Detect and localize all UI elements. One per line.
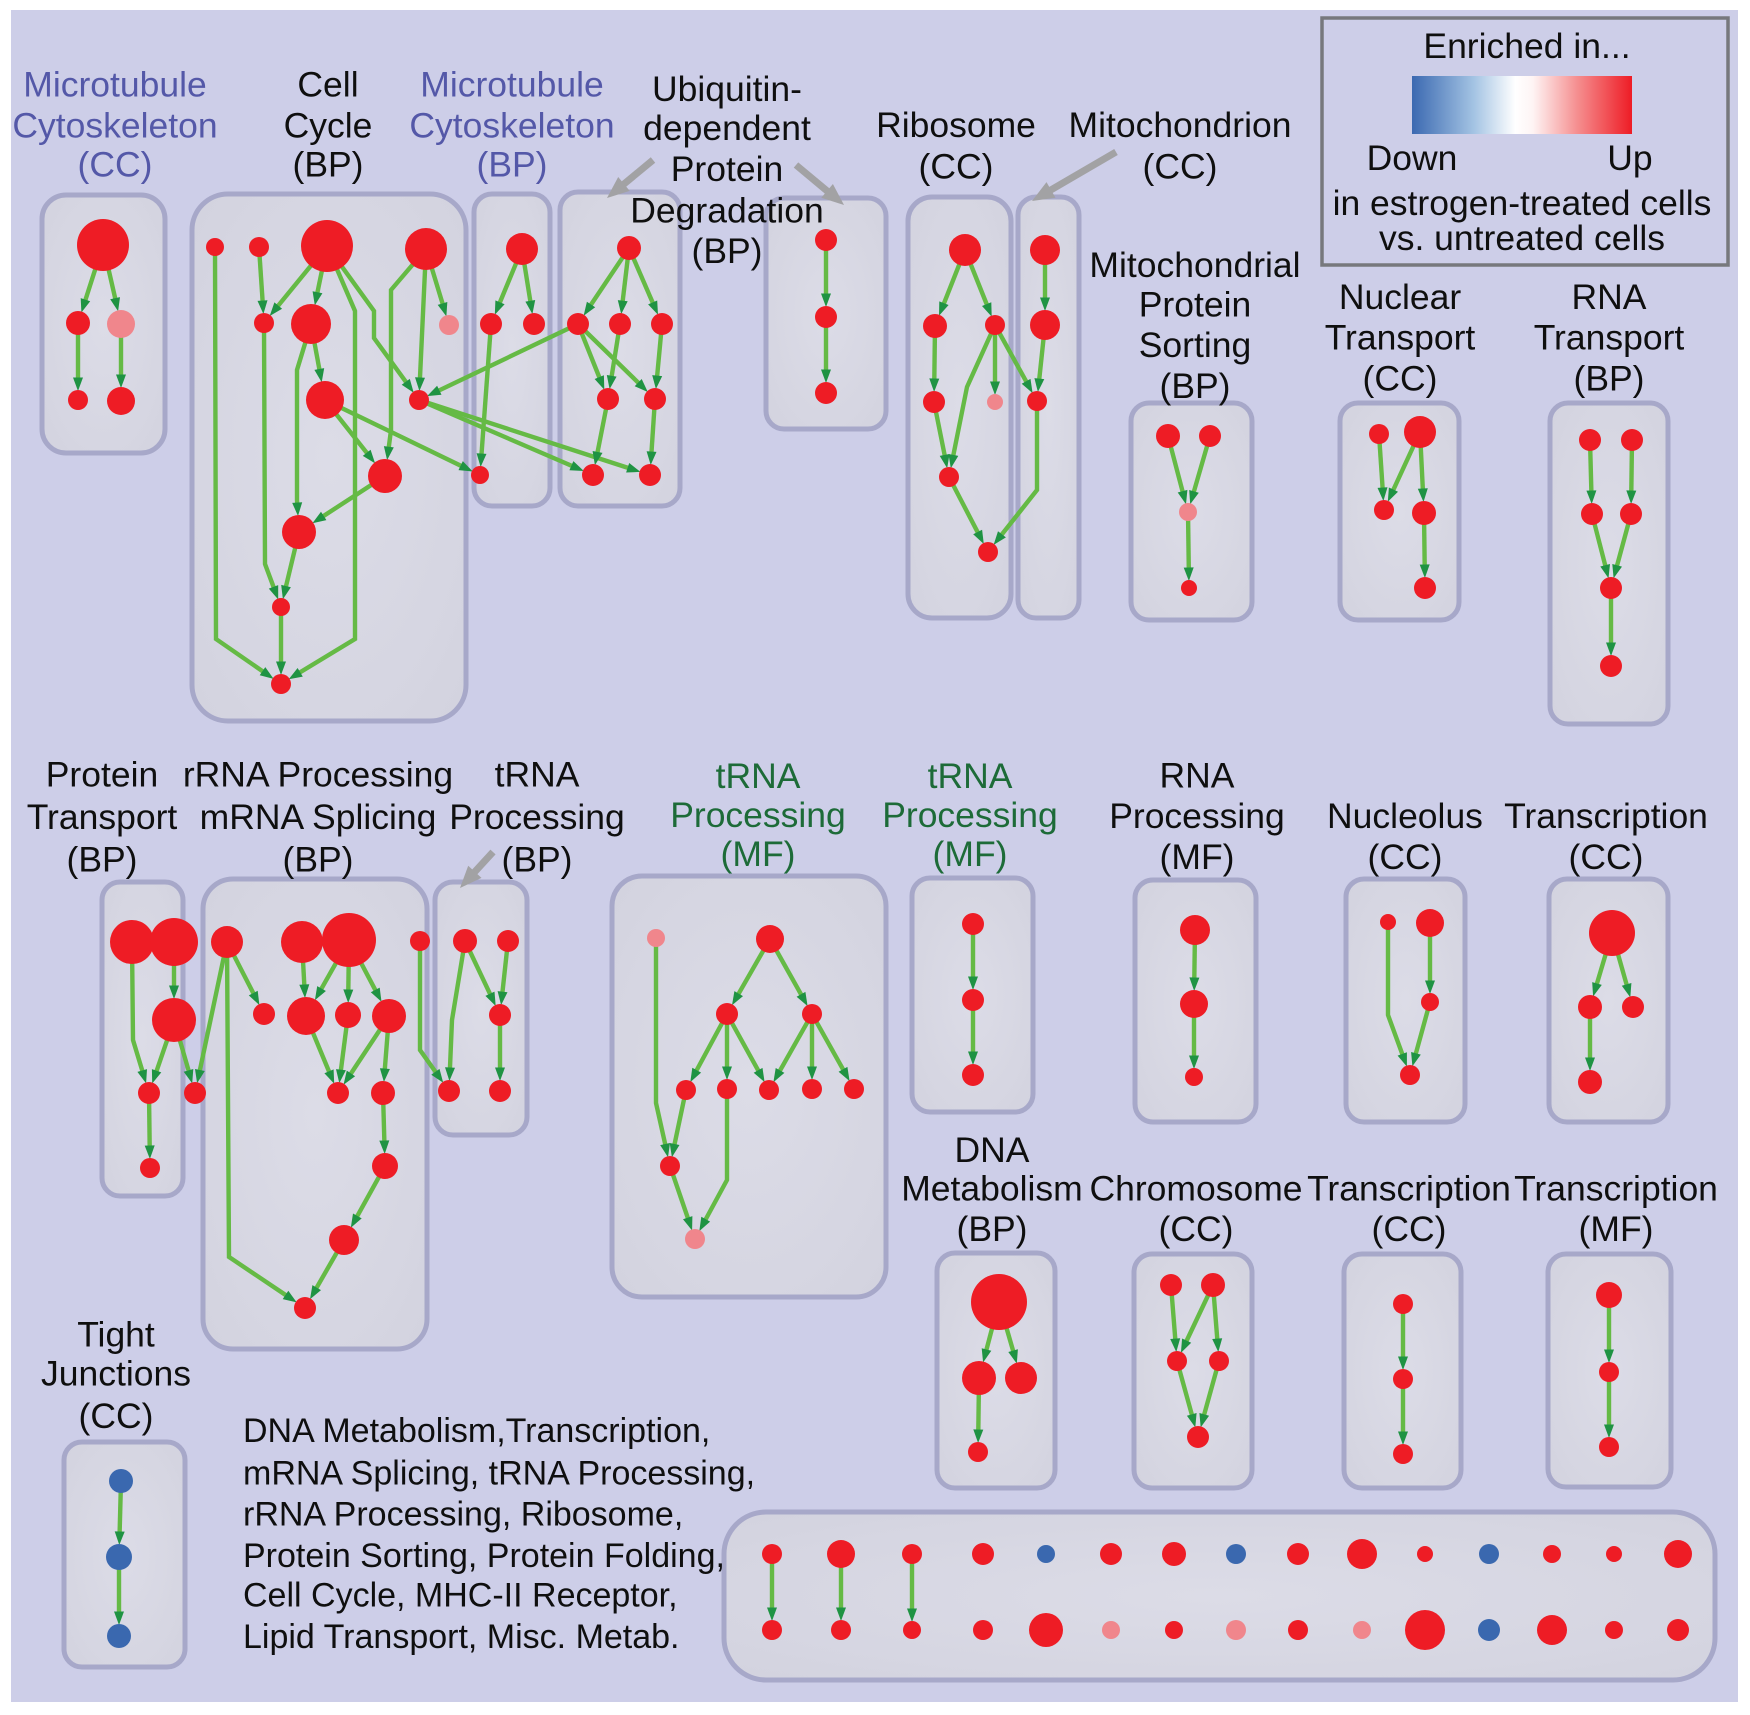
svg-text:(BP): (BP) <box>957 1209 1028 1249</box>
svg-text:Microtubule: Microtubule <box>420 65 604 105</box>
svg-text:Nuclear: Nuclear <box>1339 277 1462 317</box>
svg-text:tRNA: tRNA <box>495 755 580 795</box>
svg-text:(MF): (MF) <box>1579 1209 1654 1249</box>
svg-text:Ubiquitin-: Ubiquitin- <box>652 69 802 109</box>
svg-text:(CC): (CC) <box>1368 837 1443 877</box>
svg-text:Processing: Processing <box>670 795 846 835</box>
svg-text:(BP): (BP) <box>67 839 138 879</box>
svg-text:(BP): (BP) <box>293 145 364 185</box>
svg-text:(CC): (CC) <box>78 145 153 185</box>
svg-text:Transport: Transport <box>1325 318 1476 358</box>
svg-text:(CC): (CC) <box>1569 837 1644 877</box>
svg-text:(BP): (BP) <box>477 145 548 185</box>
svg-text:(MF): (MF) <box>933 834 1008 874</box>
svg-text:Protein: Protein <box>46 755 158 795</box>
svg-text:Tight: Tight <box>77 1315 155 1355</box>
svg-text:Cytoskeleton: Cytoskeleton <box>409 105 614 145</box>
svg-text:(BP): (BP) <box>1160 366 1231 406</box>
svg-text:Lipid Transport, Misc. Metab.: Lipid Transport, Misc. Metab. <box>243 1618 680 1656</box>
svg-text:(CC): (CC) <box>1372 1209 1447 1249</box>
svg-text:Cell Cycle, MHC-II Receptor,: Cell Cycle, MHC-II Receptor, <box>243 1577 678 1615</box>
svg-text:dependent: dependent <box>643 108 811 148</box>
svg-text:Metabolism: Metabolism <box>901 1169 1083 1209</box>
svg-text:(BP): (BP) <box>692 231 763 271</box>
svg-text:Transport: Transport <box>27 797 178 837</box>
svg-text:rRNA Processing, Ribosome,: rRNA Processing, Ribosome, <box>243 1496 683 1534</box>
svg-text:(BP): (BP) <box>1574 359 1645 399</box>
svg-text:Protein: Protein <box>671 149 783 189</box>
svg-text:(CC): (CC) <box>1159 1209 1234 1249</box>
svg-text:(MF): (MF) <box>721 834 796 874</box>
svg-text:tRNA: tRNA <box>928 756 1013 796</box>
svg-text:Down: Down <box>1367 138 1458 178</box>
svg-text:Cycle: Cycle <box>284 105 373 145</box>
svg-text:(CC): (CC) <box>1143 147 1218 187</box>
svg-text:tRNA: tRNA <box>716 756 801 796</box>
svg-text:rRNA Processing: rRNA Processing <box>183 755 453 795</box>
svg-text:vs. untreated cells: vs. untreated cells <box>1379 218 1665 258</box>
svg-text:Cell: Cell <box>297 65 358 105</box>
svg-text:(MF): (MF) <box>1160 837 1235 877</box>
svg-text:Mitochondrial: Mitochondrial <box>1089 245 1300 285</box>
svg-text:Mitochondrion: Mitochondrion <box>1069 105 1292 145</box>
svg-text:Degradation: Degradation <box>630 191 823 231</box>
svg-text:(CC): (CC) <box>919 147 994 187</box>
svg-text:Transcription: Transcription <box>1514 1169 1718 1209</box>
svg-text:(CC): (CC) <box>1363 359 1438 399</box>
svg-text:DNA Metabolism,Transcription,: DNA Metabolism,Transcription, <box>243 1412 710 1450</box>
svg-text:Chromosome: Chromosome <box>1089 1169 1302 1209</box>
svg-text:(BP): (BP) <box>502 839 573 879</box>
svg-text:Enriched in...: Enriched in... <box>1423 26 1630 66</box>
svg-text:mRNA Splicing, tRNA Processing: mRNA Splicing, tRNA Processing, <box>243 1454 755 1492</box>
svg-text:(CC): (CC) <box>79 1396 154 1436</box>
svg-text:mRNA Splicing: mRNA Splicing <box>200 797 437 837</box>
svg-text:Transport: Transport <box>1534 318 1685 358</box>
svg-text:Nucleolus: Nucleolus <box>1327 796 1483 836</box>
svg-text:Processing: Processing <box>1109 796 1285 836</box>
svg-text:Transcription: Transcription <box>1504 796 1708 836</box>
svg-text:DNA: DNA <box>955 1130 1030 1170</box>
svg-text:Cytoskeleton: Cytoskeleton <box>12 105 217 145</box>
svg-text:Microtubule: Microtubule <box>23 65 207 105</box>
svg-text:(BP): (BP) <box>283 839 354 879</box>
svg-text:Sorting: Sorting <box>1139 325 1251 365</box>
svg-text:RNA: RNA <box>1160 755 1235 795</box>
svg-text:Ribosome: Ribosome <box>876 105 1036 145</box>
svg-text:Processing: Processing <box>449 797 625 837</box>
svg-text:Junctions: Junctions <box>41 1353 191 1393</box>
svg-text:Protein: Protein <box>1139 285 1251 325</box>
svg-text:Processing: Processing <box>882 795 1058 835</box>
svg-text:Protein Sorting, Protein Foldi: Protein Sorting, Protein Folding, <box>243 1537 725 1575</box>
svg-text:Transcription: Transcription <box>1307 1169 1511 1209</box>
svg-text:RNA: RNA <box>1572 277 1647 317</box>
svg-text:Up: Up <box>1607 138 1652 178</box>
svg-text:in estrogen-treated cells: in estrogen-treated cells <box>1333 183 1712 223</box>
